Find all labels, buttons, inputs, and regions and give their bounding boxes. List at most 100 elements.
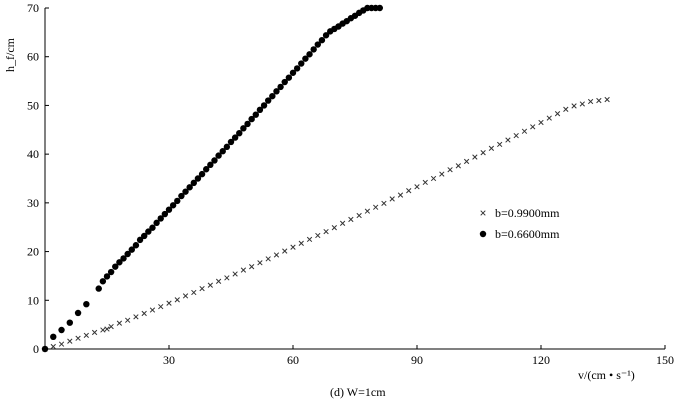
data-point xyxy=(133,314,139,320)
data-point xyxy=(199,285,205,292)
data-point-stroke xyxy=(125,317,131,323)
legend-item-0: b=0.9900mm xyxy=(480,206,560,220)
x-tick-label: 30 xyxy=(163,353,175,367)
data-point-stroke xyxy=(141,310,147,317)
data-point-stroke xyxy=(546,115,552,121)
data-point xyxy=(58,341,65,347)
data-point-stroke xyxy=(240,267,247,273)
data-point xyxy=(257,260,263,266)
legend-marker xyxy=(480,210,486,216)
y-tick-label: 60 xyxy=(27,50,39,64)
data-point xyxy=(50,343,56,350)
data-point xyxy=(174,197,181,205)
data-point xyxy=(273,88,280,95)
data-point-stroke xyxy=(207,282,213,288)
data-point xyxy=(439,171,445,177)
data-point xyxy=(554,111,561,117)
data-point xyxy=(406,188,412,194)
data-point xyxy=(244,120,251,128)
data-point-stroke xyxy=(356,212,362,219)
data-point-stroke xyxy=(149,307,156,313)
data-point xyxy=(281,78,288,86)
data-point xyxy=(530,124,536,130)
data-point xyxy=(282,248,288,254)
data-point xyxy=(132,242,140,249)
data-point xyxy=(232,271,238,277)
data-point xyxy=(373,204,379,210)
data-point xyxy=(604,96,610,103)
data-point xyxy=(41,345,49,353)
data-point xyxy=(224,275,230,281)
x-tick-label: 120 xyxy=(532,353,550,367)
data-point-stroke xyxy=(538,119,544,126)
data-point xyxy=(120,255,127,262)
data-point xyxy=(169,202,177,209)
data-point xyxy=(190,179,197,187)
data-point-stroke xyxy=(488,145,495,151)
data-point xyxy=(182,188,189,195)
data-point xyxy=(505,137,511,143)
marks xyxy=(41,4,610,353)
data-point xyxy=(472,154,478,160)
y-tick-label: 40 xyxy=(27,147,39,161)
data-point-stroke xyxy=(463,158,470,165)
data-point-stroke xyxy=(50,343,56,350)
y-tick-label: 0 xyxy=(33,342,39,356)
data-point xyxy=(463,158,470,165)
x-tick-label: 60 xyxy=(287,353,299,367)
data-point xyxy=(302,55,309,62)
data-point-stroke xyxy=(83,332,89,339)
data-point xyxy=(203,166,210,173)
data-point-stroke xyxy=(116,320,123,326)
data-point xyxy=(125,317,131,323)
data-point xyxy=(211,157,218,164)
data-point-stroke xyxy=(58,341,65,347)
data-point xyxy=(149,224,156,231)
y-tick-label: 30 xyxy=(27,196,39,210)
data-point-stroke xyxy=(290,244,296,250)
data-point xyxy=(310,46,317,53)
data-point xyxy=(141,310,147,317)
data-point xyxy=(248,115,255,123)
data-point-stroke xyxy=(108,323,114,330)
data-point xyxy=(141,232,148,240)
data-point-stroke xyxy=(298,240,304,246)
data-point xyxy=(191,289,197,296)
axes xyxy=(44,8,665,350)
data-point-stroke xyxy=(67,338,73,344)
data-point-stroke xyxy=(104,326,110,332)
data-point xyxy=(249,264,255,270)
data-point xyxy=(298,240,304,246)
y-tick-label: 70 xyxy=(27,1,39,15)
data-point xyxy=(290,244,296,250)
legend: b=0.9900mm b=0.6600mm xyxy=(479,206,560,241)
data-point xyxy=(104,326,110,332)
data-point xyxy=(83,300,90,308)
data-point-stroke xyxy=(497,141,503,148)
data-point xyxy=(260,102,268,109)
data-point xyxy=(289,69,297,76)
data-point xyxy=(596,97,602,104)
data-point xyxy=(83,332,89,339)
data-point xyxy=(381,200,387,206)
data-point xyxy=(240,125,247,132)
data-point xyxy=(364,208,371,214)
data-point xyxy=(306,51,313,58)
data-point xyxy=(165,206,173,213)
data-point xyxy=(277,83,284,91)
data-point-stroke xyxy=(414,184,420,190)
y-tick-label: 10 xyxy=(27,293,39,307)
figure-caption: (d) W=1cm xyxy=(330,385,386,399)
x-axis-label: v/(cm • s⁻¹) xyxy=(578,368,635,382)
data-point xyxy=(207,161,214,169)
data-point-stroke xyxy=(331,225,337,231)
x-tick-label: 90 xyxy=(411,353,423,367)
data-point xyxy=(397,192,404,198)
data-point-stroke xyxy=(315,232,321,239)
data-point xyxy=(538,119,544,126)
data-point-stroke xyxy=(282,248,288,254)
data-point xyxy=(236,129,243,137)
data-point xyxy=(207,282,213,288)
data-point xyxy=(124,250,131,258)
data-point xyxy=(166,300,172,306)
